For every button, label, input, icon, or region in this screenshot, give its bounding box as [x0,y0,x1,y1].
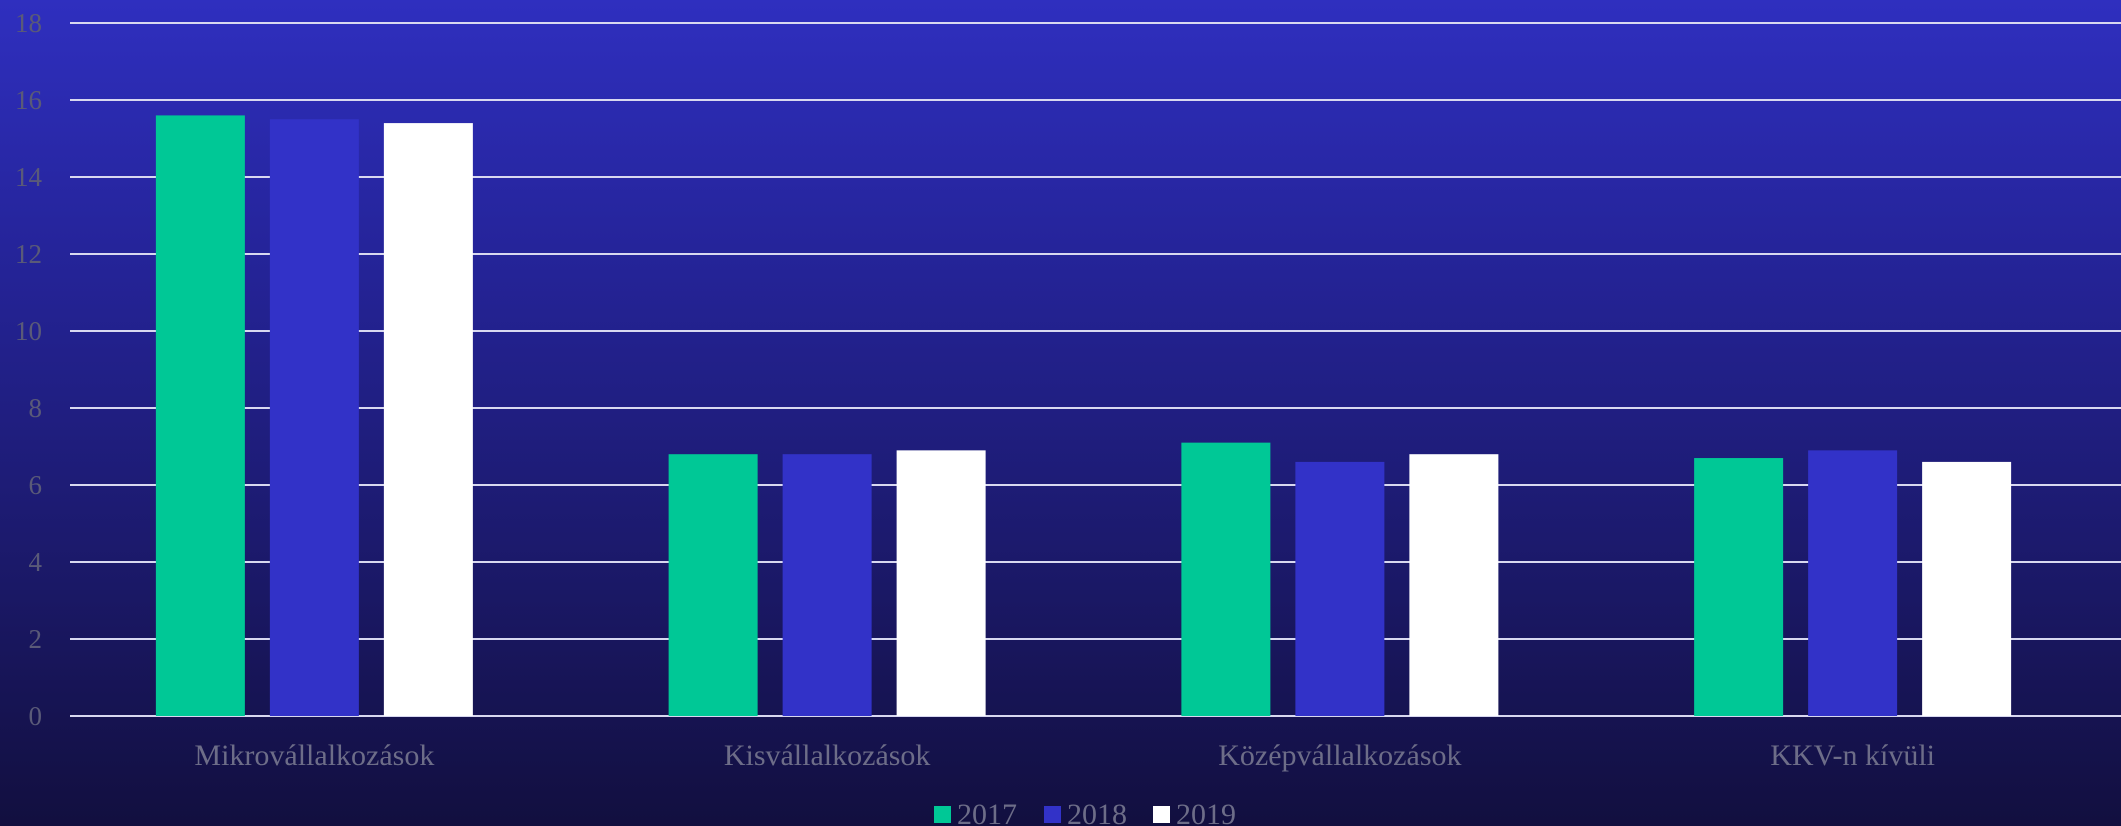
bar-2017-1 [155,115,245,716]
legend-swatch-2018 [1044,806,1061,823]
y-tick-label: 0 [29,701,43,731]
x-category-label: Mikrovállalkozások [194,739,434,772]
legend: 2017 2018 2019 [934,798,1236,826]
y-tick-label: 10 [15,316,42,346]
legend-swatch-2017 [934,806,951,823]
y-tick-label: 16 [15,85,42,115]
y-axis: 0 2 4 6 8 10 12 14 16 18 [15,8,43,731]
y-tick-label: 4 [29,547,43,577]
x-category-label: Középvállalkozások [1218,739,1461,772]
bars [155,115,2012,717]
bar-2019-1 [383,123,473,717]
bar-2019-2 [896,450,986,716]
bar-2018-1 [269,119,359,716]
bar-2019-3 [1409,454,1499,716]
x-category-label: KKV-n kívüli [1770,739,1935,772]
bar-2019-4 [1922,461,2012,716]
bar-2017-2 [668,454,758,716]
bar-2017-3 [1181,442,1271,716]
bar-2018-3 [1295,461,1385,716]
y-tick-label: 2 [29,624,43,654]
y-tick-label: 8 [29,393,43,423]
y-tick-label: 6 [29,470,43,500]
y-tick-label: 14 [15,162,43,192]
legend-label-2017: 2017 [957,798,1017,826]
bar-2018-2 [782,454,872,716]
bar-2018-4 [1808,450,1898,716]
y-tick-label: 12 [15,239,42,269]
legend-label-2018: 2018 [1067,798,1127,826]
x-category-label: Kisvállalkozások [724,739,931,772]
legend-swatch-2019 [1153,806,1170,823]
legend-label-2019: 2019 [1176,798,1236,826]
y-tick-label: 18 [15,8,42,38]
x-axis: Mikrovállalkozások Kisvállalkozások Középv… [194,739,1935,772]
bar-2017-4 [1694,458,1784,716]
